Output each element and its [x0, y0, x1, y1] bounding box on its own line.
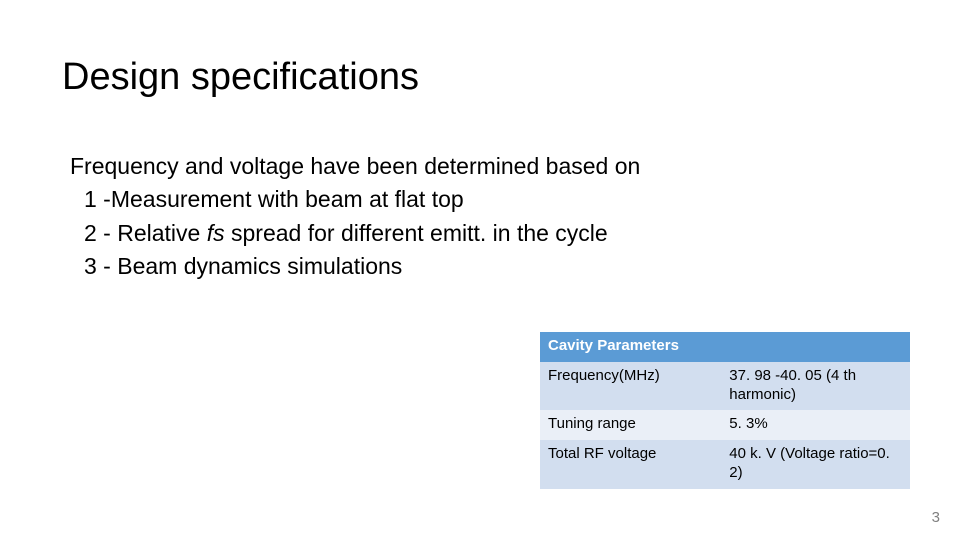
body-item-2-post: spread for different emitt. in the cycle: [225, 220, 608, 246]
body-item-3: 3 - Beam dynamics simulations: [70, 250, 640, 283]
body-item-2-pre: 2 - Relative: [84, 220, 207, 246]
table-cell-label: Total RF voltage: [540, 440, 721, 489]
body-item-1: 1 -Measurement with beam at flat top: [70, 183, 640, 216]
body-item-2-fs: fs: [207, 220, 225, 246]
page-number: 3: [932, 509, 940, 526]
table-header-left: Cavity Parameters: [540, 332, 721, 362]
body-lead: Frequency and voltage have been determin…: [70, 150, 640, 183]
table-row: Frequency(MHz) 37. 98 -40. 05 (4 th harm…: [540, 362, 910, 411]
table-row: Tuning range 5. 3%: [540, 410, 910, 440]
table-cell-value: 40 k. V (Voltage ratio=0. 2): [721, 440, 910, 489]
params-table-wrap: Cavity Parameters Frequency(MHz) 37. 98 …: [540, 332, 910, 489]
table-row: Total RF voltage 40 k. V (Voltage ratio=…: [540, 440, 910, 489]
table-header-row: Cavity Parameters: [540, 332, 910, 362]
table-cell-label: Tuning range: [540, 410, 721, 440]
body-text: Frequency and voltage have been determin…: [70, 150, 640, 283]
table-cell-value: 5. 3%: [721, 410, 910, 440]
table-cell-label: Frequency(MHz): [540, 362, 721, 411]
params-table: Cavity Parameters Frequency(MHz) 37. 98 …: [540, 332, 910, 489]
page-title: Design specifications: [62, 56, 419, 99]
body-item-2: 2 - Relative fs spread for different emi…: [70, 217, 640, 250]
table-header-right: [721, 332, 910, 362]
table-cell-value: 37. 98 -40. 05 (4 th harmonic): [721, 362, 910, 411]
